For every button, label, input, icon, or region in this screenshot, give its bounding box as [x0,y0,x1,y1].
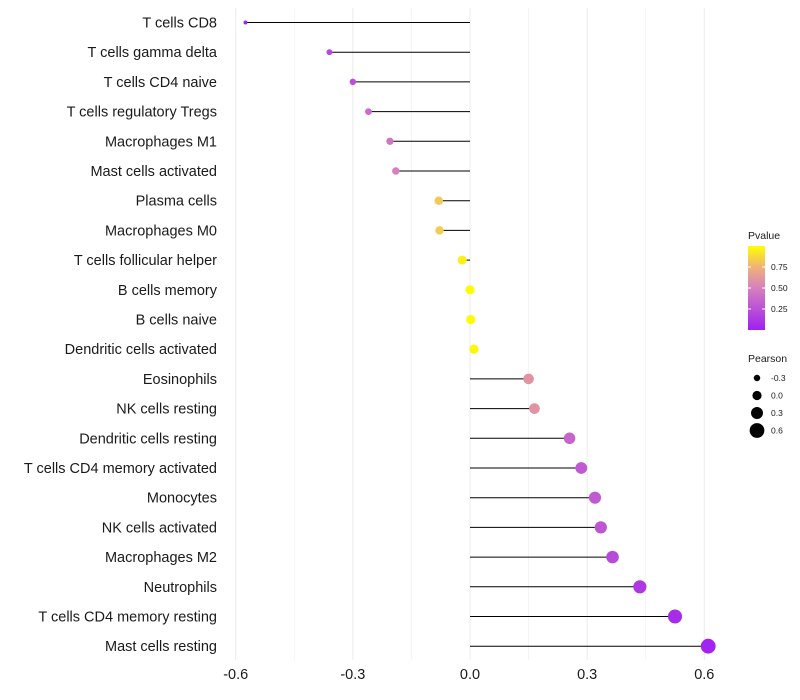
y-tick-label: Macrophages M1 [105,134,217,150]
size-legend-label: 0.3 [771,408,783,418]
x-tick-label: 0.6 [694,667,714,683]
y-tick-label: T cells CD4 memory resting [38,610,217,626]
size-legend-dot [752,390,762,401]
y-tick-label: Eosinophils [143,372,217,388]
y-tick-label: Mast cells resting [105,639,217,655]
lollipop-point [243,20,248,25]
grid-lines [235,8,705,660]
y-tick-label: T cells gamma delta [88,45,218,61]
size-legend-dot [749,423,765,438]
colorbar-tick-label: 0.75 [771,262,788,272]
lollipop-point [435,226,444,235]
size-legend-dot [753,374,761,382]
lollipop-point [633,580,647,594]
y-tick-label: B cells naive [136,313,217,329]
lollipop-point [606,550,619,564]
lollipop-point [434,196,443,205]
y-tick-label: NK cells activated [102,520,217,536]
y-tick-label: Neutrophils [144,580,217,596]
x-tick-label: 0.0 [460,667,480,683]
size-legend-label: 0.6 [771,426,783,436]
x-axis-labels: -0.6 -0.3 0.0 0.3 0.6 [223,667,714,683]
y-tick-label: Mast cells activated [90,164,217,180]
lollipop-point [386,137,394,145]
y-tick-label: Dendritic cells activated [65,342,217,358]
y-tick-label: Macrophages M0 [105,223,217,239]
lollipop-point [465,285,475,295]
colorbar-tick-label: 0.50 [771,283,788,293]
colorbar-tick-label: 0.25 [771,304,788,314]
x-tick-label: -0.6 [223,667,248,683]
size-legend-dot [751,407,763,419]
points-group [243,20,716,654]
y-tick-label: T cells follicular helper [74,253,217,269]
pearson-legend-title: Pearson [748,353,787,365]
lollipop-point [588,491,602,504]
size-legend-label: 0.0 [771,391,783,401]
lollipop-point [392,167,400,175]
pvalue-legend: Pvalue 0.25 0.50 0.75 [748,230,788,330]
y-tick-label: B cells memory [118,283,218,299]
y-tick-label: Monocytes [147,491,217,507]
lollipop-point [349,78,357,86]
lollipop-point [466,314,476,325]
y-tick-label: Macrophages M2 [105,550,217,566]
pearson-legend: Pearson -0.3 0.0 0.3 0.6 [748,353,787,438]
pvalue-legend-title: Pvalue [748,230,780,242]
y-axis-labels: T cells CD8 T cells gamma delta T cells CD… [24,16,218,656]
lollipop-point [529,403,540,414]
y-tick-label: T cells CD4 naive [104,75,217,91]
lollipop-point [457,255,467,265]
x-tick-label: -0.3 [340,667,365,683]
size-legend-label: -0.3 [771,373,786,383]
y-tick-label: Dendritic cells resting [79,431,217,447]
x-tick-label: 0.3 [577,667,597,683]
lollipop-point [326,49,333,56]
y-tick-label: T cells CD8 [142,16,217,32]
pvalue-colorbar [748,246,765,330]
lollipop-point [575,462,588,474]
lollipop-point [563,432,576,445]
lollipop-point [667,609,683,624]
lollipop-point [594,521,607,534]
lollipop-point [700,638,716,654]
y-tick-label: T cells CD4 memory activated [24,461,217,477]
y-tick-label: T cells regulatory Tregs [67,105,217,121]
y-tick-label: Plasma cells [136,194,217,210]
lollipop-point [469,344,479,354]
lollipop-point [523,373,534,385]
y-tick-label: NK cells resting [116,402,217,418]
segments-group [245,22,709,647]
lollipop-point [365,108,372,116]
